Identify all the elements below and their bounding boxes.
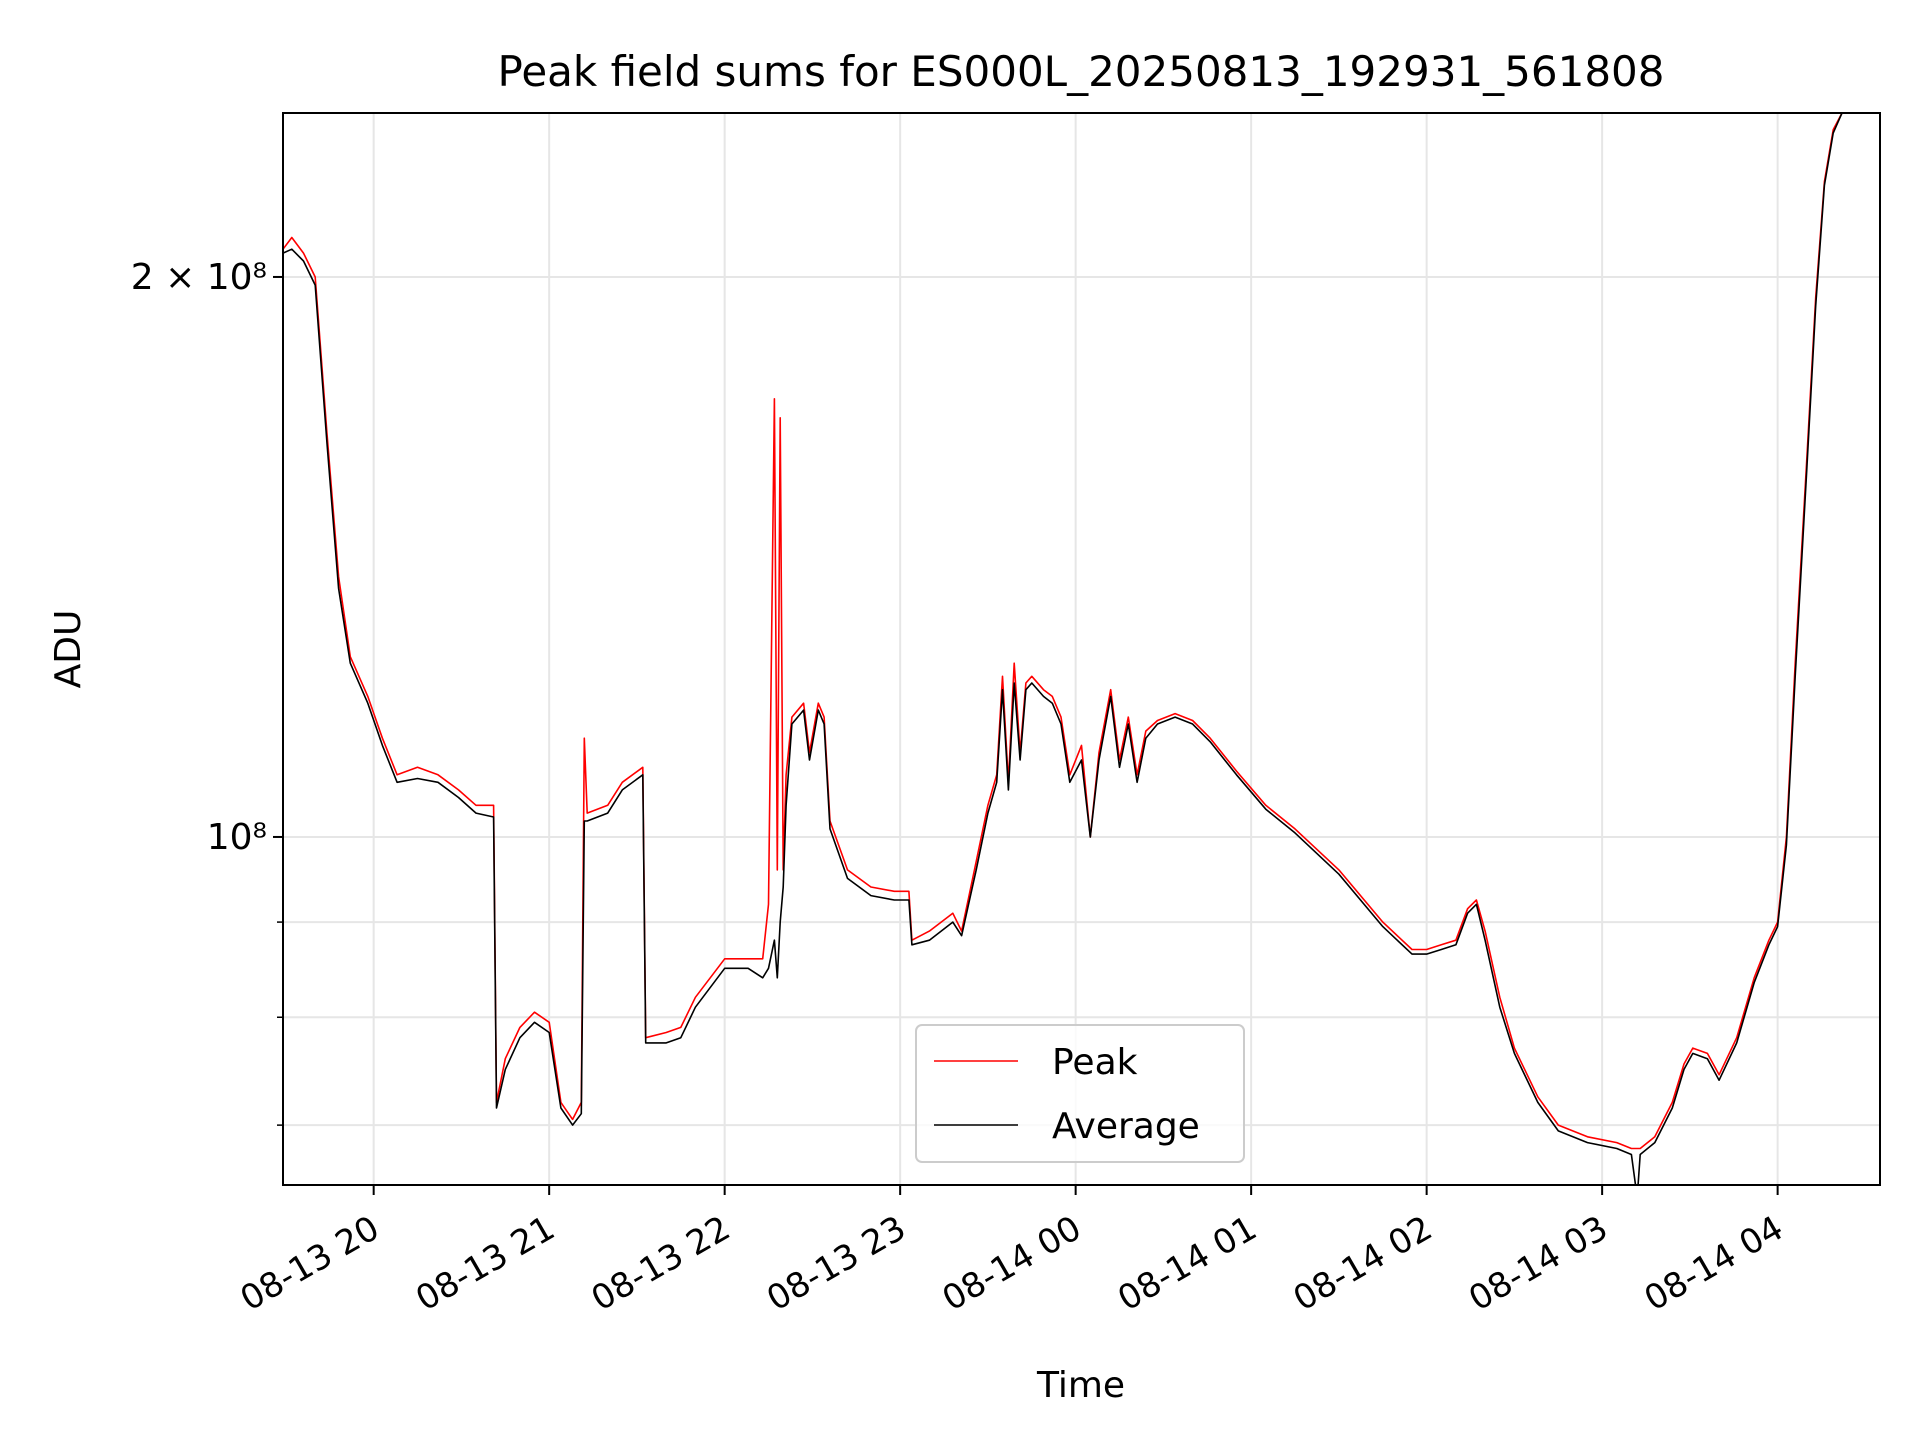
chart-title: Peak field sums for ES000L_20250813_1929… <box>498 47 1665 96</box>
series-line-average <box>283 113 1880 1185</box>
y-tick-label: 10⁸ <box>207 817 267 858</box>
series-layer <box>283 113 1880 1185</box>
y-tick-label: 2 × 10⁸ <box>131 257 267 298</box>
legend-box <box>915 1024 1245 1163</box>
y-axis-label: ADU <box>48 610 89 689</box>
legend-label-peak: Peak <box>1052 1042 1138 1083</box>
axes-frame <box>282 112 1881 1186</box>
legend-label-average: Average <box>1052 1106 1200 1147</box>
legend: Peak Average <box>915 1024 1245 1163</box>
x-axis-label: Time <box>1036 1365 1125 1406</box>
